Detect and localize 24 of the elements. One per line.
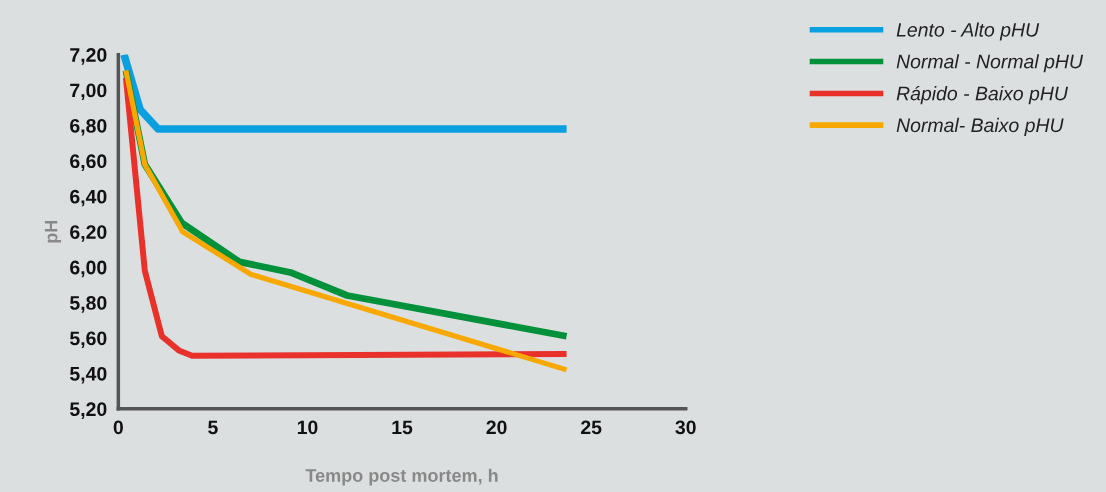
legend-label: Rápido - Baixo pHU [896,85,1069,105]
y-tick-label: 6,40 [70,189,107,207]
x-tick-label: 20 [486,420,507,435]
y-tick-label: 6,00 [70,260,107,278]
legend-label: Normal- Baixo pHU [896,117,1064,136]
x-tick-label: 30 [675,420,696,435]
y-axis-title: pH [44,220,62,243]
x-axis-title: Tempo post mortem, h [305,468,498,486]
y-tick-label: 6,20 [70,225,107,242]
x-tick-label: 5 [208,420,218,435]
y-tick-label: 7,00 [70,83,107,101]
x-tick-label: 25 [581,420,602,435]
legend-label: Normal - Normal pHU [896,54,1084,73]
y-tick-label: 5,40 [69,366,107,384]
x-tick-label: 0 [113,420,123,435]
x-tick-label: 15 [392,420,413,435]
y-tick-label: 6,60 [70,154,107,171]
x-tick-label: 10 [297,420,318,435]
y-tick-label: 6,80 [70,118,107,136]
y-tick-label: 5,20 [69,402,107,419]
y-tick-label: 5,60 [69,331,107,349]
y-tick-label: 7,20 [70,48,107,65]
y-tick-label: 5,80 [69,296,107,313]
legend-label: Lento - Alto pHU [896,22,1040,41]
